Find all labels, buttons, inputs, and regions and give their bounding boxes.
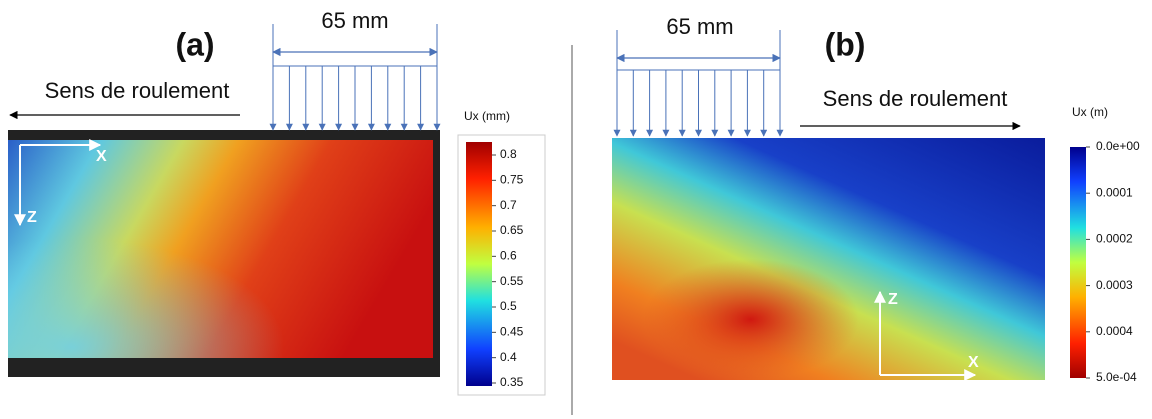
colorbar-tick-label: 0.75 bbox=[500, 173, 524, 187]
colorbar-tick-label: 0.65 bbox=[500, 223, 524, 237]
colorbar-tick-label: 0.45 bbox=[500, 325, 524, 339]
displacement-map-shade bbox=[8, 140, 433, 358]
colorbar-tick-label: 0.5 bbox=[500, 299, 517, 313]
colorbar-tick-label: 0.0003 bbox=[1096, 278, 1133, 292]
colorbar-tick-label: 0.0002 bbox=[1096, 232, 1133, 246]
colorbar bbox=[1070, 147, 1086, 378]
axis-z-label: Z bbox=[27, 209, 37, 226]
colorbar-tick-label: 0.35 bbox=[500, 375, 524, 389]
direction-label: Sens de roulement bbox=[823, 86, 1008, 111]
direction-label: Sens de roulement bbox=[45, 78, 230, 103]
colorbar-tick-label: 0.8 bbox=[500, 147, 517, 161]
width-label: 65 mm bbox=[666, 14, 733, 39]
width-label: 65 mm bbox=[321, 8, 388, 33]
axis-z-label: Z bbox=[888, 291, 898, 308]
axis-x-label: X bbox=[96, 148, 107, 165]
colorbar-tick-label: 0.55 bbox=[500, 274, 524, 288]
displacement-map-shade bbox=[612, 138, 1045, 380]
panel-label: (b) bbox=[825, 26, 866, 62]
panel-label: (a) bbox=[175, 26, 214, 62]
colorbar-tick-label: 0.7 bbox=[500, 198, 517, 212]
colorbar-title: Ux (m) bbox=[1072, 105, 1108, 119]
colorbar-frame bbox=[457, 134, 546, 396]
colorbar-tick-label: 5.0e-04 bbox=[1096, 370, 1137, 384]
colorbar-tick-label: 0.0e+00 bbox=[1096, 139, 1140, 153]
colorbar-tick-label: 0.4 bbox=[500, 350, 517, 364]
colorbar bbox=[466, 142, 492, 386]
colorbar-tick-label: 0.0004 bbox=[1096, 324, 1133, 338]
colorbar-tick-label: 0.0001 bbox=[1096, 185, 1133, 199]
axis-x-label: X bbox=[968, 354, 979, 371]
colorbar-title: Ux (mm) bbox=[464, 109, 510, 123]
colorbar-tick-label: 0.6 bbox=[500, 249, 517, 263]
